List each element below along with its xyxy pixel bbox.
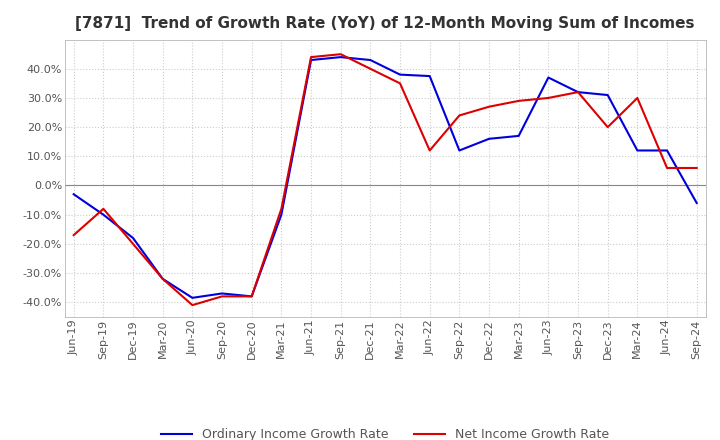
Net Income Growth Rate bbox=[336, 51, 345, 57]
Net Income Growth Rate bbox=[633, 95, 642, 101]
Ordinary Income Growth Rate bbox=[99, 212, 108, 217]
Ordinary Income Growth Rate bbox=[69, 191, 78, 197]
Net Income Growth Rate bbox=[307, 55, 315, 60]
Ordinary Income Growth Rate bbox=[217, 291, 226, 296]
Ordinary Income Growth Rate bbox=[603, 92, 612, 98]
Ordinary Income Growth Rate bbox=[336, 55, 345, 60]
Ordinary Income Growth Rate bbox=[129, 235, 138, 241]
Ordinary Income Growth Rate bbox=[544, 75, 553, 80]
Ordinary Income Growth Rate bbox=[514, 133, 523, 139]
Net Income Growth Rate bbox=[574, 89, 582, 95]
Ordinary Income Growth Rate bbox=[158, 276, 167, 282]
Net Income Growth Rate bbox=[455, 113, 464, 118]
Ordinary Income Growth Rate bbox=[693, 200, 701, 205]
Net Income Growth Rate bbox=[69, 232, 78, 238]
Net Income Growth Rate bbox=[514, 98, 523, 103]
Ordinary Income Growth Rate bbox=[366, 57, 374, 62]
Ordinary Income Growth Rate bbox=[574, 89, 582, 95]
Ordinary Income Growth Rate bbox=[633, 148, 642, 153]
Ordinary Income Growth Rate bbox=[485, 136, 493, 141]
Net Income Growth Rate bbox=[248, 294, 256, 299]
Legend: Ordinary Income Growth Rate, Net Income Growth Rate: Ordinary Income Growth Rate, Net Income … bbox=[161, 429, 609, 440]
Net Income Growth Rate bbox=[662, 165, 671, 171]
Ordinary Income Growth Rate bbox=[307, 57, 315, 62]
Net Income Growth Rate bbox=[99, 206, 108, 212]
Ordinary Income Growth Rate bbox=[426, 73, 434, 79]
Ordinary Income Growth Rate bbox=[188, 295, 197, 301]
Net Income Growth Rate bbox=[544, 95, 553, 101]
Net Income Growth Rate bbox=[129, 241, 138, 246]
Net Income Growth Rate bbox=[693, 165, 701, 171]
Ordinary Income Growth Rate bbox=[248, 294, 256, 299]
Title: [7871]  Trend of Growth Rate (YoY) of 12-Month Moving Sum of Incomes: [7871] Trend of Growth Rate (YoY) of 12-… bbox=[76, 16, 695, 32]
Net Income Growth Rate bbox=[366, 66, 374, 71]
Ordinary Income Growth Rate bbox=[277, 212, 286, 217]
Line: Net Income Growth Rate: Net Income Growth Rate bbox=[73, 54, 697, 305]
Ordinary Income Growth Rate bbox=[396, 72, 405, 77]
Ordinary Income Growth Rate bbox=[662, 148, 671, 153]
Net Income Growth Rate bbox=[188, 302, 197, 308]
Ordinary Income Growth Rate bbox=[455, 148, 464, 153]
Net Income Growth Rate bbox=[396, 81, 405, 86]
Net Income Growth Rate bbox=[426, 148, 434, 153]
Net Income Growth Rate bbox=[603, 125, 612, 130]
Net Income Growth Rate bbox=[217, 294, 226, 299]
Line: Ordinary Income Growth Rate: Ordinary Income Growth Rate bbox=[73, 57, 697, 298]
Net Income Growth Rate bbox=[158, 276, 167, 282]
Net Income Growth Rate bbox=[485, 104, 493, 110]
Net Income Growth Rate bbox=[277, 206, 286, 212]
